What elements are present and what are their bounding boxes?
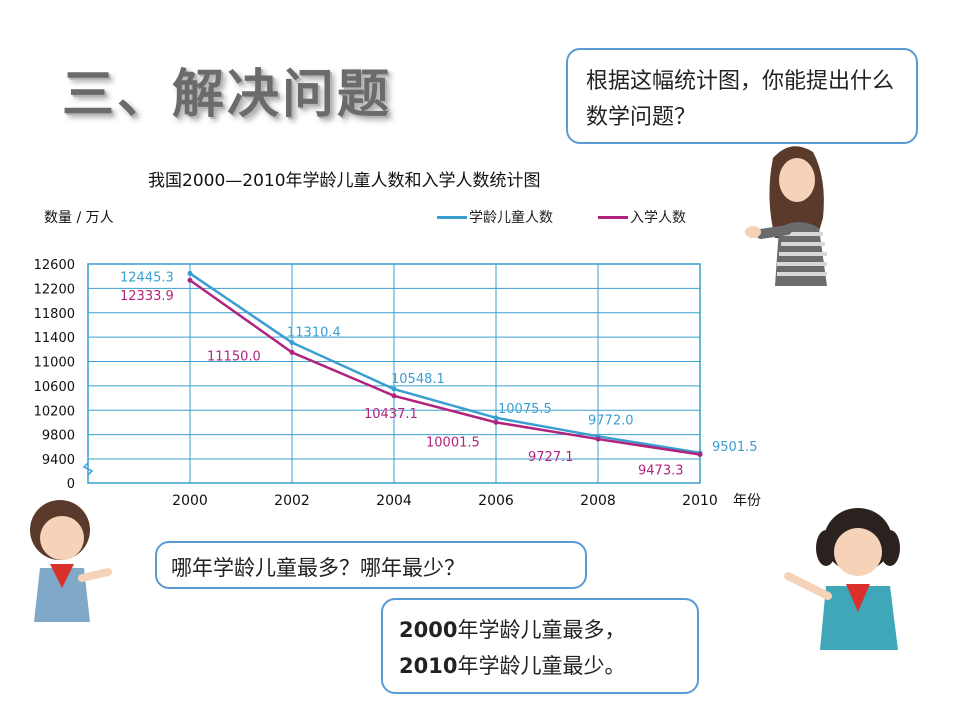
y-tick-label: 9800 bbox=[42, 429, 75, 444]
data-point-enrolled bbox=[697, 452, 703, 458]
answer-year-most: 2000 bbox=[399, 618, 458, 642]
data-label-school-age: 9501.5 bbox=[712, 440, 758, 455]
data-label-enrolled: 11150.0 bbox=[207, 349, 261, 364]
legend-item-enrolled: 入学人数 bbox=[598, 207, 686, 227]
girl-character-bottom-right bbox=[784, 508, 900, 650]
y-axis-label: 数量 / 万人 bbox=[44, 210, 114, 226]
axis-break-mark bbox=[82, 462, 94, 476]
data-point-school-age bbox=[391, 386, 397, 392]
data-label-school-age: 11310.4 bbox=[287, 326, 341, 341]
x-tick-label: 2002 bbox=[274, 493, 310, 509]
data-label-school-age: 10075.5 bbox=[498, 402, 552, 417]
data-point-enrolled bbox=[289, 349, 295, 355]
slide-heading: 三、解决问题 bbox=[62, 64, 393, 125]
data-point-enrolled bbox=[493, 419, 499, 425]
y-tick-label: 12600 bbox=[34, 258, 75, 273]
y-tick-label: 0 bbox=[67, 477, 75, 492]
speech-bubble-question-text: 哪年学龄儿童最多？哪年最少？ bbox=[171, 556, 465, 580]
data-point-enrolled bbox=[595, 436, 601, 442]
legend-swatch-school-age bbox=[437, 215, 467, 219]
data-point-school-age bbox=[493, 415, 499, 421]
legend-label-school-age: 学龄儿童人数 bbox=[469, 210, 553, 226]
data-label-school-age: 12445.3 bbox=[120, 270, 174, 285]
data-label-enrolled: 9727.1 bbox=[528, 450, 574, 465]
series-line-enrolled bbox=[189, 279, 701, 456]
speech-bubble-answer: 2000年学龄儿童最多， 2010年学龄儿童最少。 bbox=[381, 598, 699, 694]
x-tick-label: 2010 bbox=[682, 493, 718, 509]
chart-title: 我国2000—2010年学龄儿童人数和入学人数统计图 bbox=[148, 171, 541, 191]
x-tick-label: 2008 bbox=[580, 493, 616, 509]
answer-line-1: 2000年学龄儿童最多， bbox=[399, 612, 681, 648]
y-tick-label: 11800 bbox=[34, 307, 75, 322]
legend-swatch-enrolled bbox=[598, 215, 628, 219]
answer-text-least: 年学龄儿童最少。 bbox=[457, 654, 626, 678]
answer-line-2: 2010年学龄儿童最少。 bbox=[399, 648, 681, 684]
data-label-enrolled: 12333.9 bbox=[120, 289, 174, 304]
answer-year-least: 2010 bbox=[399, 654, 458, 678]
y-tick-label: 9400 bbox=[42, 453, 75, 468]
x-axis-label: 年份 bbox=[733, 493, 761, 509]
y-tick-label: 11400 bbox=[34, 331, 75, 346]
speech-bubble-question: 哪年学龄儿童最多？哪年最少？ bbox=[155, 541, 587, 589]
y-tick-label: 12200 bbox=[34, 282, 75, 297]
girl-character-top-right bbox=[745, 146, 827, 286]
answer-text-most: 年学龄儿童最多， bbox=[457, 618, 626, 642]
x-tick-label: 2006 bbox=[478, 493, 514, 509]
data-point-school-age bbox=[289, 340, 295, 346]
series-line-school-age bbox=[189, 272, 701, 455]
data-label-enrolled: 10001.5 bbox=[426, 435, 480, 450]
boy-character-bottom-left bbox=[30, 500, 112, 622]
y-tick-label: 10600 bbox=[34, 380, 75, 395]
data-point-enrolled bbox=[187, 277, 193, 283]
y-tick-label: 10200 bbox=[34, 404, 75, 419]
data-label-enrolled: 9473.3 bbox=[638, 464, 684, 479]
x-tick-label: 2000 bbox=[172, 493, 208, 509]
y-tick-label: 11000 bbox=[34, 356, 75, 371]
data-label-school-age: 9772.0 bbox=[588, 413, 634, 428]
speech-bubble-question-prompt: 根据这幅统计图，你能提出什么数学问题？ bbox=[566, 48, 918, 144]
speech-bubble-question-prompt-text: 根据这幅统计图，你能提出什么数学问题？ bbox=[586, 69, 895, 130]
data-point-school-age bbox=[187, 270, 193, 276]
legend-item-school-age: 学龄儿童人数 bbox=[437, 207, 553, 227]
data-point-enrolled bbox=[391, 393, 397, 399]
legend-label-enrolled: 入学人数 bbox=[630, 210, 686, 226]
data-label-school-age: 10548.1 bbox=[391, 372, 445, 387]
x-tick-label: 2004 bbox=[376, 493, 412, 509]
data-label-enrolled: 10437.1 bbox=[364, 407, 418, 422]
